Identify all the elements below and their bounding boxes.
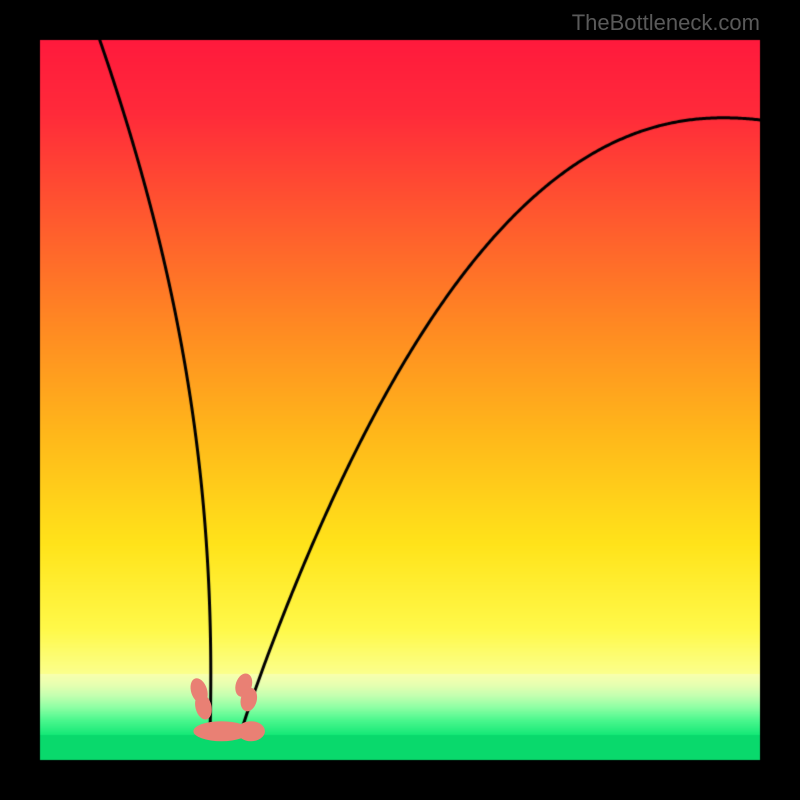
watermark-text: TheBottleneck.com [572,10,760,36]
bottleneck-chart-canvas [0,0,800,800]
chart-stage: TheBottleneck.com [0,0,800,800]
